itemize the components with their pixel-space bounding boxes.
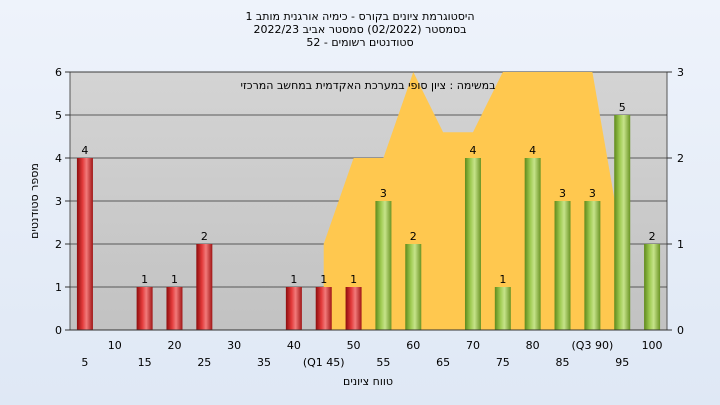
x-tick-label: 50 (347, 339, 361, 352)
y-tick-label: 0 (55, 324, 62, 337)
bar-value-label: 4 (81, 144, 88, 157)
bar-50 (345, 287, 362, 330)
x-tick-label: 95 (615, 356, 629, 369)
bar-value-label: 2 (410, 230, 417, 243)
x-tick-label: 30 (227, 339, 241, 352)
x-tick-label: 100 (642, 339, 663, 352)
x-tick-label: 5 (81, 356, 88, 369)
chart-titles: היסטוגרמת ציונים בקורס - כימיה אורגנית מ… (0, 10, 720, 49)
bar-value-label: 2 (649, 230, 656, 243)
y2-tick-label: 3 (677, 66, 684, 79)
bar-75 (494, 287, 511, 330)
chart-title-line-3: סטודנטים רשומים - 52 (306, 36, 414, 49)
y2-tick-label: 0 (677, 324, 684, 337)
x-tick-label: 70 (466, 339, 480, 352)
bar-value-label: 3 (559, 187, 566, 200)
y2-tick-label: 2 (677, 152, 684, 165)
bar-95 (614, 115, 631, 330)
bar-value-label: 5 (619, 101, 626, 114)
bar-25 (196, 244, 213, 330)
bars: 4 1 1 2 1 1 1 3 2 4 1 4 3 3 5 2 (76, 101, 661, 330)
x-tick-label: 10 (108, 339, 122, 352)
y-tick-label: 6 (55, 66, 62, 79)
bar-20 (166, 287, 183, 330)
x-tick-label: 40 (287, 339, 301, 352)
bar-value-label: 1 (350, 273, 357, 286)
y-tick-label: 3 (55, 195, 62, 208)
x-tick-label: 55 (376, 356, 390, 369)
chart-annotation: במשימה : ציון סופי במערכת האקדמית במחשב … (241, 79, 496, 92)
y2-tick-label: 1 (677, 238, 684, 251)
bar-80 (524, 158, 541, 330)
bar-70 (464, 158, 481, 330)
bar-value-label: 2 (201, 230, 208, 243)
x-tick-label: 80 (526, 339, 540, 352)
x-tick-label: 75 (496, 356, 510, 369)
bar-value-label: 4 (469, 144, 476, 157)
y-tick-label: 4 (55, 152, 62, 165)
y-tick-label: 2 (55, 238, 62, 251)
bar-45 (315, 287, 332, 330)
bar-value-label: 4 (529, 144, 536, 157)
y-axis-right: 0 1 2 3 (667, 66, 684, 337)
bar-55 (375, 201, 392, 330)
y-tick-label: 5 (55, 109, 62, 122)
bar-100 (644, 244, 661, 330)
x-axis-label: טווח ציונים (343, 375, 393, 388)
bar-85 (554, 201, 571, 330)
bar-90 (584, 201, 601, 330)
y-axis-left: 0 1 2 3 4 5 6 (55, 66, 70, 337)
bar-value-label: 1 (290, 273, 297, 286)
bar-60 (405, 244, 422, 330)
y-axis-label: מספר סטודנטים (28, 163, 41, 239)
bar-value-label: 1 (141, 273, 148, 286)
chart-title-line-1: היסטוגרמת ציונים בקורס - כימיה אורגנית מ… (245, 10, 475, 23)
x-tick-label: (Q1 45) (303, 356, 345, 369)
bar-5 (76, 158, 93, 330)
x-axis: 5 10 15 20 25 30 35 40(Q1 45)50 55 60 65 70 75 80 85(Q… (70, 329, 667, 369)
bar-value-label: 1 (499, 273, 506, 286)
bar-40 (285, 287, 302, 330)
x-tick-label: 15 (138, 356, 152, 369)
bar-value-label: 3 (380, 187, 387, 200)
bar-value-label: 3 (589, 187, 596, 200)
x-tick-label: 25 (197, 356, 211, 369)
bar-value-label: 1 (171, 273, 178, 286)
x-tick-label: 65 (436, 356, 450, 369)
bar-15 (136, 287, 153, 330)
x-tick-label: 20 (167, 339, 181, 352)
x-tick-label: (Q3 90) (572, 339, 614, 352)
y-tick-label: 1 (55, 281, 62, 294)
x-tick-label: 35 (257, 356, 271, 369)
x-tick-label: 60 (406, 339, 420, 352)
bar-value-label: 1 (320, 273, 327, 286)
x-tick-label: 85 (556, 356, 570, 369)
chart-title-line-2: בסמסטר (02/2022) סמסטר אביב 2022/23 (253, 23, 467, 36)
